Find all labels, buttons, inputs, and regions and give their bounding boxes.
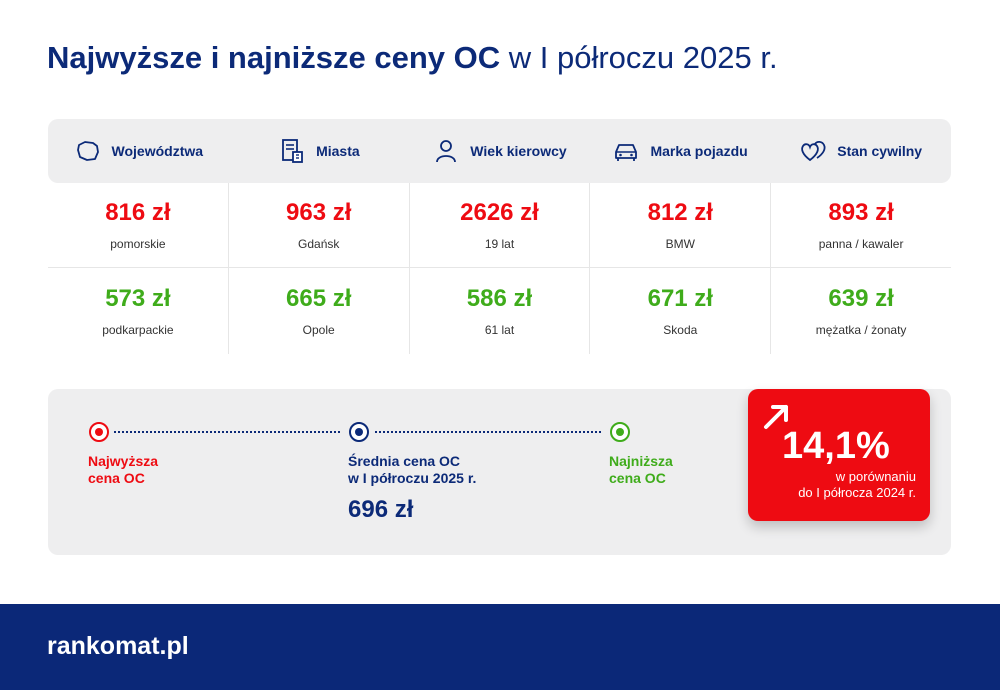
column-marital-status: 893 zł panna / kawaler 639 zł mężatka / żo… (771, 183, 951, 354)
car-icon (615, 144, 638, 161)
lowest-cell: 639 zł mężatka / żonaty (771, 268, 951, 354)
highest-label: 19 lat (484, 237, 515, 251)
legend-divider (375, 431, 601, 433)
footer: rankomat.pl (0, 604, 1000, 690)
highest-cell: 893 zł panna / kawaler (771, 183, 951, 268)
header-label: Marka pojazdu (650, 143, 748, 159)
map-poland-icon (76, 141, 99, 161)
lowest-legend-label: Najniższa cena OC (609, 453, 673, 486)
change-value: 14,1% (782, 425, 890, 467)
lowest-label: Opole (302, 323, 335, 337)
person-icon (436, 140, 457, 163)
header-label: Województwa (111, 143, 204, 159)
header-voivodeships: Województwa (48, 119, 229, 183)
highest-value: 963 zł (286, 199, 352, 226)
hearts-icon (801, 140, 826, 162)
column-voivodeships: 816 zł pomorskie 573 zł podkarpackie (48, 183, 229, 354)
lowest-cell: 573 zł podkarpackie (48, 268, 228, 354)
highest-marker-icon (89, 422, 109, 442)
highest-value: 2626 zł (460, 199, 539, 226)
lowest-label: mężatka / żonaty (815, 323, 907, 337)
highest-cell: 812 zł BMW (590, 183, 771, 268)
header-label: Miasta (316, 143, 360, 159)
lowest-value: 573 zł (105, 285, 171, 312)
header-marital-status: Stan cywilny (770, 119, 951, 183)
highest-cell: 963 zł Gdańsk (228, 183, 409, 268)
lowest-cell: 586 zł 61 lat (410, 268, 590, 354)
header-cities: Miasta (229, 119, 410, 183)
column-cities: 963 zł Gdańsk 665 zł Opole (228, 183, 410, 354)
lowest-marker-icon (610, 422, 630, 442)
highest-value: 812 zł (647, 199, 713, 226)
header-label: Wiek kierowcy (470, 143, 567, 159)
highest-cell: 2626 zł 19 lat (409, 183, 590, 268)
header-driver-age: Wiek kierowcy (409, 119, 590, 183)
highest-cell: 816 zł pomorskie (48, 183, 228, 268)
change-text: w porównaniu do I półrocza 2024 r. (798, 469, 916, 500)
legend-divider (114, 431, 340, 433)
highest-value: 893 zł (828, 199, 894, 226)
average-value: 696 zł (348, 496, 414, 523)
table-body: 816 zł pomorskie 573 zł podkarpackie 963 z… (48, 183, 951, 354)
highest-value: 816 zł (105, 199, 171, 226)
header-vehicle-brand: Marka pojazdu (590, 119, 771, 183)
lowest-cell: 671 zł Skoda (590, 268, 770, 354)
highest-label: pomorskie (110, 237, 166, 251)
average-legend-label: Średnia cena OC w I półroczu 2025 r. (348, 453, 477, 486)
price-table: Województwa Miasta Wiek kierowcy Marka p… (48, 119, 951, 354)
arrow-up-right-icon (764, 405, 788, 429)
lowest-cell: 665 zł Opole (229, 268, 409, 354)
page-title: Najwyższe i najniższe ceny OC w I półroc… (47, 40, 778, 76)
change-badge: 14,1% w porównaniu do I półrocza 2024 r. (748, 389, 930, 521)
highest-label: panna / kawaler (818, 237, 904, 251)
title-bold: Najwyższe i najniższe ceny OC (47, 40, 501, 75)
column-driver-age: 2626 zł 19 lat 586 zł 61 lat (409, 183, 591, 354)
lowest-value: 639 zł (828, 285, 894, 312)
lowest-label: podkarpackie (102, 323, 174, 337)
lowest-value: 671 zł (647, 285, 713, 312)
highest-label: BMW (665, 237, 695, 251)
lowest-label: 61 lat (484, 323, 515, 337)
lowest-label: Skoda (663, 323, 698, 337)
highest-legend-label: Najwyższa cena OC (88, 453, 159, 486)
table-header: Województwa Miasta Wiek kierowcy Marka p… (48, 119, 951, 183)
highest-label: Gdańsk (298, 237, 340, 251)
lowest-value: 665 zł (286, 285, 352, 312)
column-vehicle-brand: 812 zł BMW 671 zł Skoda (590, 183, 772, 354)
title-light: w I półroczu 2025 r. (508, 40, 778, 75)
rankomat-logo: rankomat.pl (47, 632, 189, 660)
header-label: Stan cywilny (837, 143, 923, 159)
average-marker-icon (349, 422, 369, 442)
city-document-icon (282, 139, 303, 163)
lowest-value: 586 zł (466, 285, 533, 312)
